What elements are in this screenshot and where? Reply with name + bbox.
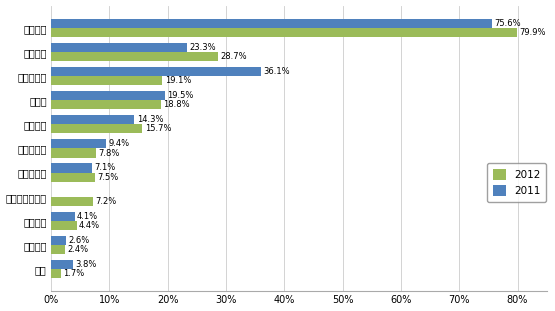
- Text: 7.8%: 7.8%: [99, 149, 120, 157]
- Text: 75.6%: 75.6%: [494, 19, 521, 28]
- Text: 23.3%: 23.3%: [189, 43, 216, 52]
- Legend: 2012, 2011: 2012, 2011: [487, 163, 547, 202]
- Bar: [51, 52, 218, 61]
- Text: 2.4%: 2.4%: [67, 245, 88, 254]
- Bar: [51, 28, 517, 37]
- Bar: [51, 212, 75, 221]
- Text: 4.1%: 4.1%: [77, 212, 98, 221]
- Bar: [51, 100, 160, 109]
- Text: 9.4%: 9.4%: [108, 139, 129, 148]
- Text: 7.1%: 7.1%: [94, 164, 116, 173]
- Bar: [51, 245, 65, 254]
- Bar: [51, 19, 492, 28]
- Bar: [51, 148, 97, 158]
- Bar: [51, 43, 187, 52]
- Text: 1.7%: 1.7%: [63, 269, 84, 278]
- Bar: [51, 124, 143, 133]
- Bar: [51, 139, 105, 148]
- Text: 19.5%: 19.5%: [167, 91, 193, 100]
- Text: 2.6%: 2.6%: [68, 236, 89, 245]
- Text: 4.4%: 4.4%: [79, 221, 100, 230]
- Bar: [51, 115, 134, 124]
- Bar: [51, 236, 66, 245]
- Text: 18.8%: 18.8%: [163, 100, 189, 109]
- Text: 3.8%: 3.8%: [75, 260, 97, 269]
- Text: 7.5%: 7.5%: [97, 173, 118, 182]
- Bar: [51, 173, 94, 182]
- Text: 7.2%: 7.2%: [95, 197, 117, 206]
- Text: 15.7%: 15.7%: [145, 124, 171, 133]
- Text: 28.7%: 28.7%: [221, 52, 247, 61]
- Bar: [51, 67, 261, 76]
- Bar: [51, 197, 93, 206]
- Bar: [51, 269, 60, 278]
- Bar: [51, 91, 165, 100]
- Text: 14.3%: 14.3%: [137, 115, 163, 124]
- Bar: [51, 260, 73, 269]
- Text: 36.1%: 36.1%: [264, 67, 290, 76]
- Bar: [51, 221, 77, 230]
- Text: 79.9%: 79.9%: [519, 28, 546, 37]
- Bar: [51, 163, 92, 173]
- Bar: [51, 76, 162, 85]
- Text: 19.1%: 19.1%: [165, 76, 191, 85]
